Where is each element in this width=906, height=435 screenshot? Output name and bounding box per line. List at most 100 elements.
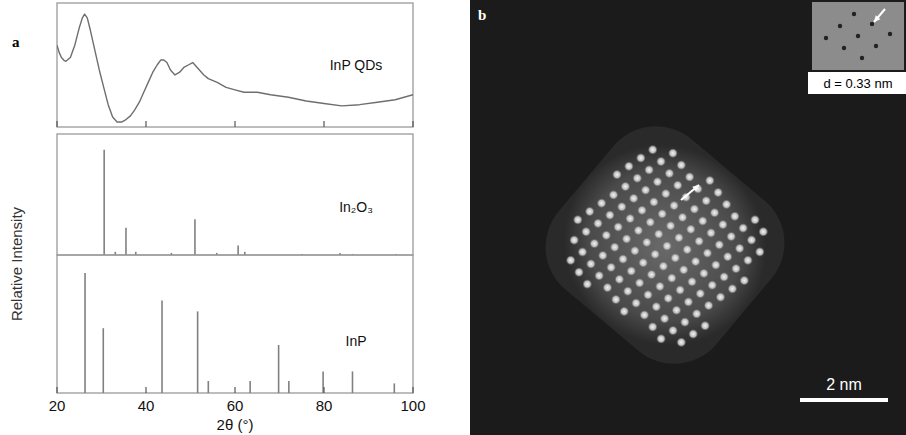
- fft-spot: [874, 44, 878, 48]
- atom-column: [619, 306, 629, 316]
- atom-column: [664, 168, 674, 178]
- x-tick-label: 40: [138, 397, 155, 414]
- atom-column: [660, 314, 670, 324]
- atom-column: [669, 201, 679, 211]
- atom-column: [662, 241, 672, 251]
- series-label: In₂O₃: [339, 199, 373, 215]
- atom-column: [755, 247, 765, 257]
- atom-column: [593, 218, 603, 228]
- x-tick: [234, 121, 235, 127]
- scale-bar-label: 2 nm: [826, 376, 862, 393]
- atom-column: [670, 253, 680, 263]
- atom-column: [586, 259, 596, 269]
- atom-column: [699, 268, 709, 278]
- atom-column: [622, 234, 632, 244]
- atom-column: [653, 177, 663, 187]
- atom-column: [618, 254, 628, 264]
- fft-spot: [860, 56, 864, 60]
- atom-column: [647, 270, 657, 280]
- atom-column: [582, 279, 592, 289]
- atom-column: [594, 271, 604, 281]
- atom-column: [689, 204, 699, 214]
- atom-column: [643, 290, 653, 300]
- atom-column: [657, 209, 667, 219]
- reference-peak: [161, 301, 163, 393]
- atom-column: [650, 249, 660, 259]
- scale-bar: [800, 398, 888, 402]
- atom-column: [626, 266, 636, 276]
- atom-column: [739, 276, 749, 286]
- atom-column: [638, 258, 648, 268]
- atom-column: [718, 220, 728, 230]
- atom-column: [609, 190, 619, 200]
- atom-column: [645, 217, 655, 227]
- atom-column: [585, 207, 595, 217]
- y-axis-title: Relative Intensity: [8, 206, 25, 321]
- atom-column: [722, 199, 732, 209]
- atom-column: [706, 228, 716, 238]
- atom-column: [704, 301, 714, 311]
- atom-column: [656, 334, 666, 344]
- series-label: InP QDs: [330, 57, 383, 73]
- atom-column: [668, 326, 678, 336]
- atom-column: [642, 237, 652, 247]
- panel-letter: a: [12, 34, 20, 50]
- atom-column: [624, 161, 634, 171]
- atom-column: [654, 229, 664, 239]
- reference-peak: [125, 228, 127, 255]
- atom-column: [597, 198, 607, 208]
- atom-column: [658, 261, 668, 271]
- chart-panel: InP204060801002θ (°): [49, 255, 426, 433]
- atom-column: [679, 265, 689, 275]
- arrow-head: [692, 185, 699, 191]
- fft-spot: [842, 46, 846, 50]
- x-tick: [145, 387, 146, 393]
- atom-column: [611, 295, 621, 305]
- atom-column: [605, 210, 615, 220]
- atom-column: [639, 310, 649, 320]
- x-tick: [412, 121, 413, 127]
- atom-column: [716, 292, 726, 302]
- atom-column: [623, 286, 633, 296]
- atom-column: [673, 180, 683, 190]
- marks: [57, 14, 413, 122]
- atom-column: [743, 255, 753, 265]
- fft-spot: [838, 24, 842, 28]
- series-label: InP: [346, 333, 367, 349]
- x-tick: [323, 387, 324, 393]
- atom-column: [687, 277, 697, 287]
- atom-column: [714, 240, 724, 250]
- reference-peak: [352, 371, 354, 393]
- x-tick: [56, 387, 57, 393]
- atom-column: [695, 289, 705, 299]
- atom-column: [702, 248, 712, 258]
- atom-column: [620, 182, 630, 192]
- atom-column: [644, 165, 654, 175]
- atom-column: [655, 281, 665, 291]
- atom-column: [694, 236, 704, 246]
- atom-column: [636, 153, 646, 163]
- fft-spot: [870, 22, 874, 26]
- atom-column: [651, 302, 661, 312]
- atom-column: [672, 305, 682, 315]
- atom-column: [710, 208, 720, 218]
- x-tick: [145, 121, 146, 127]
- atom-column: [701, 196, 711, 206]
- atom-column: [614, 274, 624, 284]
- atom-column: [666, 221, 676, 231]
- atom-column: [750, 215, 760, 225]
- atom-column: [691, 257, 701, 267]
- atom-column: [674, 233, 684, 243]
- inset-label-ground: [808, 72, 906, 94]
- fft-spot: [856, 34, 860, 38]
- x-tick: [323, 121, 324, 127]
- fft-spot: [824, 36, 828, 40]
- atom-column: [758, 227, 768, 237]
- atom-column: [635, 278, 645, 288]
- atom-column: [566, 255, 576, 265]
- atom-column: [676, 337, 686, 347]
- arrow-shaft: [874, 9, 885, 22]
- fft-spot: [888, 32, 892, 36]
- panel-letter: b: [478, 7, 486, 23]
- reference-peak: [84, 273, 86, 393]
